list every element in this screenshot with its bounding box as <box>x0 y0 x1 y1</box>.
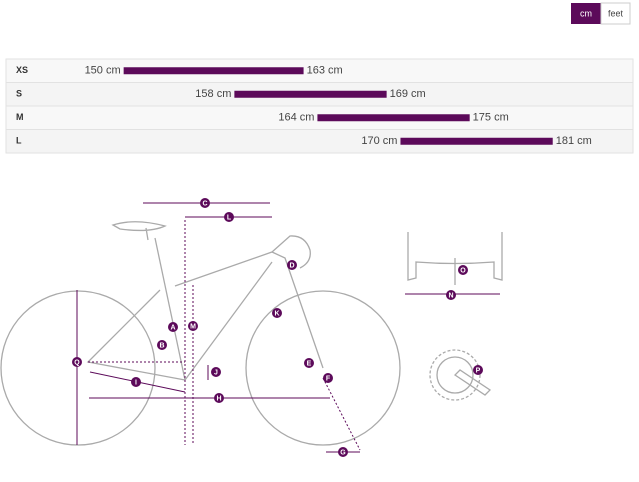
dimension-lines <box>76 202 500 453</box>
feet-button[interactable] <box>600 2 631 25</box>
letter-marker <box>214 393 224 403</box>
max-label: 181 cm <box>556 135 592 147</box>
min-label: 170 cm <box>361 135 397 147</box>
unit-toggle: cm feet <box>571 2 631 25</box>
letter: O <box>460 267 466 274</box>
letter-marker <box>287 260 297 270</box>
letter: D <box>289 262 294 269</box>
size-label: XS <box>16 65 28 75</box>
front-wheel <box>245 290 401 446</box>
letter-marker <box>72 357 82 367</box>
rear-wheel <box>0 290 156 446</box>
max-label: 169 cm <box>390 88 426 100</box>
letter-marker <box>188 321 198 331</box>
letter-marker <box>458 265 468 275</box>
letter: B <box>159 342 164 349</box>
letter-marker <box>338 447 348 457</box>
letter: C <box>202 200 207 207</box>
letter-marker <box>157 340 167 350</box>
range-bar <box>234 90 387 98</box>
letter: H <box>216 395 221 402</box>
size-chart: XS 150 cm 163 cm S 158 cm 169 cm M 164 cm 175 cm… <box>5 58 634 154</box>
letter-marker <box>131 377 141 387</box>
letter-marker <box>304 358 314 368</box>
letter: N <box>448 292 453 299</box>
size-label: M <box>16 112 24 122</box>
crank <box>453 369 492 396</box>
min-label: 158 cm <box>195 88 231 100</box>
letter-marker <box>446 290 456 300</box>
letter-marker <box>200 198 210 208</box>
letter-marker <box>168 322 178 332</box>
letter: J <box>214 369 218 376</box>
letter-marker <box>272 308 282 318</box>
bike-diagram: C L D A M K B E Q J F I H G O N P <box>0 198 503 457</box>
cm-label[interactable]: cm <box>580 8 592 18</box>
letter: P <box>476 367 481 374</box>
letter: M <box>190 323 196 330</box>
chainring <box>429 349 481 401</box>
row <box>5 129 634 154</box>
letter: K <box>274 310 279 317</box>
letter: G <box>340 449 346 456</box>
letter: E <box>307 360 312 367</box>
letter: Q <box>74 359 80 366</box>
chainring-inner <box>436 356 474 394</box>
letter: A <box>170 324 175 331</box>
max-label: 175 cm <box>473 112 509 124</box>
size-label: S <box>16 89 22 99</box>
range-bar <box>317 114 470 122</box>
letter-marker <box>211 367 221 377</box>
frame <box>86 235 324 381</box>
letter-marker <box>473 365 483 375</box>
max-label: 163 cm <box>307 65 343 77</box>
dimension-letters: C L D A M K B E Q J F I H G O N P <box>72 198 483 457</box>
range-bar <box>123 67 304 75</box>
letter: I <box>135 379 137 386</box>
letter: L <box>227 214 232 221</box>
size-label: L <box>16 136 22 146</box>
min-label: 150 cm <box>85 65 121 77</box>
feet-label[interactable]: feet <box>608 8 624 18</box>
saddle <box>111 221 167 241</box>
handlebar-top <box>407 232 503 285</box>
range-bar <box>400 137 553 145</box>
letter: F <box>326 375 331 382</box>
cm-button[interactable] <box>571 3 601 24</box>
letter-marker <box>224 212 234 222</box>
min-label: 164 cm <box>278 112 314 124</box>
letter-marker <box>323 373 333 383</box>
guides <box>88 220 361 451</box>
